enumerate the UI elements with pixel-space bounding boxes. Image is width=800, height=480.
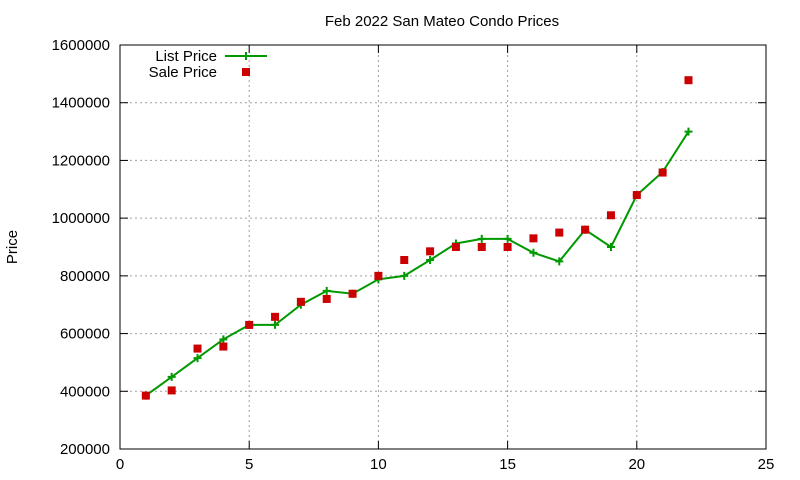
y-tick-label: 1600000 bbox=[52, 37, 110, 54]
list-price-point bbox=[193, 354, 202, 363]
list-price-point bbox=[219, 335, 228, 344]
list-price-point bbox=[606, 243, 615, 251]
list-price-point bbox=[529, 248, 538, 257]
sale-price-point bbox=[245, 320, 254, 329]
legend-label: List Price bbox=[155, 48, 217, 65]
list-price-point bbox=[426, 255, 435, 264]
sale-price-point bbox=[167, 386, 176, 395]
sale-price-point bbox=[606, 211, 615, 220]
sale-price-point bbox=[426, 247, 435, 256]
legend-plus-marker bbox=[242, 52, 250, 60]
y-axis-label: Price bbox=[4, 230, 21, 264]
legend-label: Sale Price bbox=[149, 64, 217, 81]
y-tick-label: 800000 bbox=[60, 268, 110, 285]
sale-price-point bbox=[555, 228, 564, 237]
list-price-line bbox=[145, 131, 690, 397]
sale-price-point bbox=[400, 255, 409, 264]
sale-price-point bbox=[632, 191, 641, 200]
chart-title: Feb 2022 San Mateo Condo Prices bbox=[325, 13, 559, 30]
sale-price-point bbox=[348, 289, 357, 298]
sale-price-point bbox=[322, 294, 331, 303]
sale-price-point bbox=[296, 297, 305, 306]
y-tick-label: 200000 bbox=[60, 441, 110, 458]
x-tick-label: 0 bbox=[116, 456, 124, 473]
sale-price-point bbox=[374, 271, 383, 280]
list-price-point bbox=[167, 372, 176, 381]
sale-price-point bbox=[141, 391, 150, 400]
list-price-point bbox=[271, 320, 280, 329]
grid-layer bbox=[120, 45, 766, 449]
y-tick-label: 600000 bbox=[60, 326, 110, 343]
list-price-point bbox=[684, 127, 693, 136]
sale-price-point bbox=[477, 243, 486, 251]
sale-price-point bbox=[503, 243, 512, 251]
x-tick-label: 15 bbox=[499, 456, 516, 473]
list-price-point bbox=[400, 271, 409, 280]
sale-price-point bbox=[219, 342, 228, 351]
series-1 bbox=[141, 76, 693, 400]
sale-price-point bbox=[581, 225, 590, 234]
y-tick-label: 400000 bbox=[60, 383, 110, 400]
x-tick-label: 25 bbox=[758, 456, 775, 473]
y-tick-label: 1000000 bbox=[52, 210, 110, 227]
x-tick-label: 20 bbox=[628, 456, 645, 473]
list-price-point bbox=[503, 234, 512, 243]
legend-square-marker bbox=[242, 68, 250, 76]
list-price-point bbox=[322, 286, 331, 295]
x-tick-label: 5 bbox=[245, 456, 253, 473]
y-tick-label: 1400000 bbox=[52, 95, 110, 112]
x-tick-label: 10 bbox=[370, 456, 387, 473]
sale-price-point bbox=[529, 234, 538, 243]
sale-price-point bbox=[684, 76, 693, 85]
list-price-point bbox=[477, 234, 486, 243]
y-tick-label: 1200000 bbox=[52, 152, 110, 169]
sale-price-point bbox=[271, 312, 280, 321]
sale-price-point bbox=[658, 168, 667, 177]
sale-price-point bbox=[193, 344, 202, 353]
list-price-point bbox=[555, 257, 564, 266]
tick-layer: 0 5 10 15 20 25 200000 400000 600000 800000 100000… bbox=[52, 37, 775, 473]
series-0 bbox=[141, 127, 693, 400]
series-layer bbox=[141, 76, 693, 400]
plot-frame bbox=[119, 44, 767, 450]
sale-price-point bbox=[451, 243, 460, 251]
